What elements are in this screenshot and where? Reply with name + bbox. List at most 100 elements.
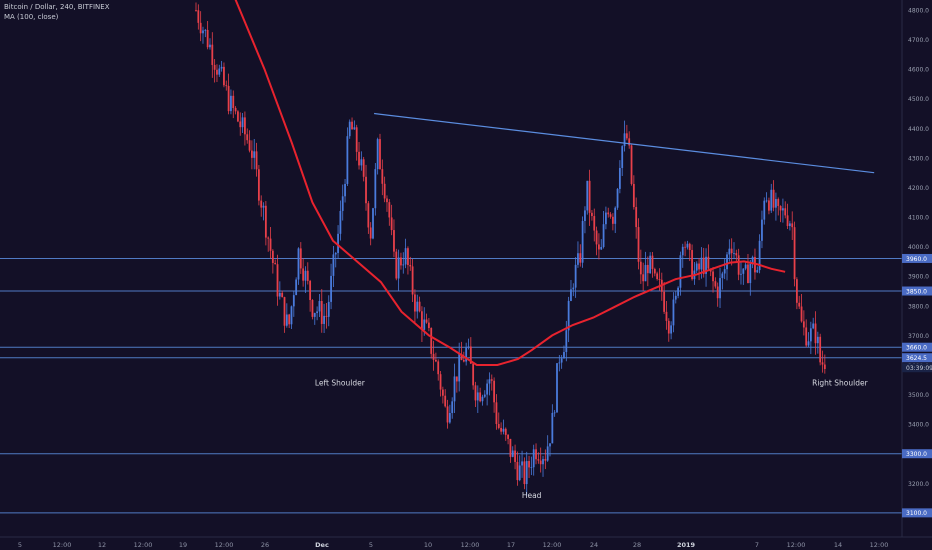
candle-body — [227, 85, 230, 112]
candle-body — [437, 361, 440, 375]
candle-body — [740, 273, 742, 275]
candle-body — [316, 311, 319, 314]
candle-body — [400, 257, 402, 266]
time-tick-label: 28 — [633, 541, 641, 549]
candle-body — [404, 248, 407, 265]
time-tick-label: 5 — [18, 541, 22, 549]
candle-body — [365, 176, 367, 204]
candle-body — [705, 256, 707, 274]
candle-body — [446, 406, 449, 423]
candle-body — [276, 264, 279, 297]
price-tick-label: 4600.0 — [908, 67, 929, 74]
candle-body — [239, 121, 242, 128]
candle-body — [786, 215, 789, 227]
candle-body — [360, 159, 363, 166]
candle-body — [611, 216, 614, 224]
candle-body — [639, 261, 642, 275]
candle-body — [667, 320, 670, 334]
level-label: 3660.0 — [906, 345, 927, 352]
candle-body — [572, 287, 575, 290]
level-label: 3624.5 — [906, 355, 927, 362]
candle-body — [281, 292, 284, 298]
level-label: 3100.0 — [906, 510, 927, 517]
price-tick-label: 4000.0 — [908, 244, 929, 251]
candle-body — [733, 253, 735, 254]
price-tick-label: 3500.0 — [908, 392, 929, 399]
candle-body — [309, 280, 312, 300]
candle-body — [330, 275, 332, 302]
candle-body — [556, 363, 558, 413]
candle-body — [605, 212, 607, 225]
time-tick-label: 14 — [834, 541, 842, 549]
candle-body — [684, 246, 686, 248]
candle-body — [535, 449, 537, 460]
candle-body — [481, 396, 484, 402]
candle-body — [663, 291, 666, 312]
candle-body — [237, 111, 239, 122]
candle-body — [793, 227, 796, 280]
candle-body — [295, 279, 298, 296]
candle-body — [716, 286, 719, 299]
candle-body — [278, 292, 281, 297]
candle-body — [782, 208, 784, 211]
candle-body — [253, 151, 256, 158]
candle-body — [628, 138, 631, 146]
candle-body — [567, 300, 570, 331]
candle-body — [551, 412, 554, 444]
candle-body — [474, 385, 477, 401]
candle-body — [805, 327, 808, 346]
candle-body — [768, 200, 770, 211]
candle-body — [700, 257, 703, 270]
annotations: Left Shoulder Head Right Shoulder — [315, 379, 869, 500]
candle-body — [728, 248, 731, 255]
candle-body — [744, 264, 747, 269]
candle-body — [383, 183, 386, 199]
candle-body — [395, 251, 398, 279]
candle-body — [504, 428, 507, 435]
candle-body — [444, 395, 447, 407]
candle-body — [462, 359, 465, 362]
candle-body — [770, 189, 773, 211]
candle-body — [374, 169, 377, 209]
candle-body — [407, 248, 409, 266]
candle-body — [695, 263, 698, 271]
candle-body — [651, 255, 654, 269]
candle-body — [204, 29, 207, 31]
candle-body — [313, 313, 316, 317]
candle-body — [414, 294, 416, 312]
candle-body — [565, 330, 568, 353]
candle-body — [351, 121, 353, 130]
candle-body — [649, 255, 652, 274]
candle-body — [511, 450, 514, 457]
price-tick-label: 3200.0 — [908, 481, 929, 488]
candle-body — [332, 254, 335, 276]
candle-body — [304, 270, 307, 281]
candle-body — [320, 301, 323, 324]
candle-body — [423, 319, 426, 330]
candle-body — [476, 392, 479, 401]
candle-body — [563, 352, 565, 359]
candle-body — [623, 133, 626, 147]
candle-body — [402, 264, 405, 266]
candle-body — [344, 183, 346, 197]
candle-body — [230, 95, 232, 112]
candle-body — [625, 133, 628, 139]
candle-body — [819, 336, 822, 363]
candle-body — [542, 459, 544, 465]
candle-body — [493, 380, 496, 403]
time-tick-label: 12 — [98, 541, 106, 549]
candle-body — [591, 212, 593, 217]
price-tick-label: 3900.0 — [908, 274, 929, 281]
candle-body — [814, 323, 817, 344]
candle-body — [593, 216, 596, 231]
candle-body — [376, 139, 379, 170]
time-tick-label: 5 — [369, 541, 373, 549]
candle-body — [528, 461, 530, 468]
candle-body — [719, 278, 721, 299]
candle-body — [397, 257, 400, 279]
candle-body — [455, 376, 458, 382]
candle-body — [777, 199, 780, 206]
candle-body — [756, 270, 759, 273]
